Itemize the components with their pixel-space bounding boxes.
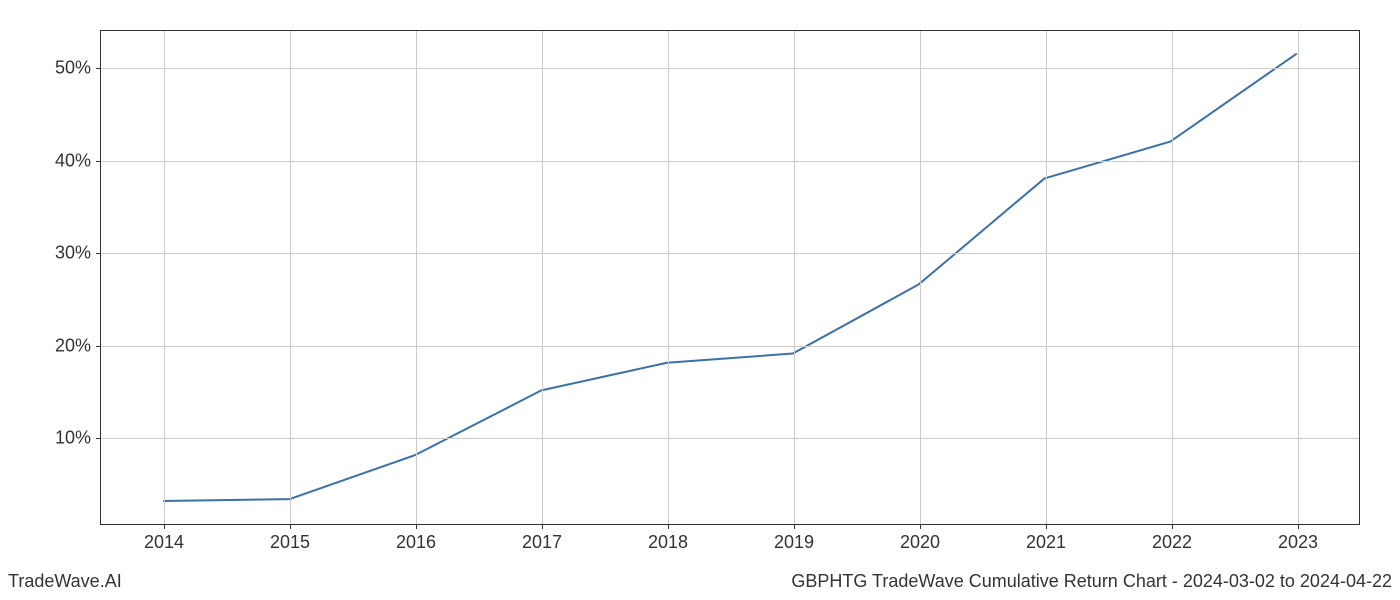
grid-line-vertical [920, 31, 921, 524]
grid-line-horizontal [101, 346, 1359, 347]
y-tick-label: 30% [55, 243, 91, 264]
footer-right-label: GBPHTG TradeWave Cumulative Return Chart… [791, 571, 1392, 592]
y-tick-mark [96, 161, 101, 162]
y-tick-label: 20% [55, 335, 91, 356]
x-tick-mark [668, 524, 669, 529]
x-tick-mark [1046, 524, 1047, 529]
x-tick-mark [164, 524, 165, 529]
grid-line-horizontal [101, 68, 1359, 69]
x-tick-mark [290, 524, 291, 529]
grid-line-vertical [1298, 31, 1299, 524]
x-tick-mark [1172, 524, 1173, 529]
x-tick-mark [416, 524, 417, 529]
grid-line-vertical [1172, 31, 1173, 524]
grid-line-vertical [416, 31, 417, 524]
x-tick-label: 2023 [1278, 532, 1318, 553]
x-tick-mark [920, 524, 921, 529]
y-tick-label: 40% [55, 150, 91, 171]
grid-line-horizontal [101, 161, 1359, 162]
x-tick-label: 2016 [396, 532, 436, 553]
grid-line-vertical [542, 31, 543, 524]
y-tick-mark [96, 68, 101, 69]
x-tick-label: 2015 [270, 532, 310, 553]
grid-line-vertical [1046, 31, 1047, 524]
y-tick-mark [96, 253, 101, 254]
x-tick-label: 2020 [900, 532, 940, 553]
y-tick-mark [96, 346, 101, 347]
footer-left-label: TradeWave.AI [8, 571, 122, 592]
x-tick-label: 2014 [144, 532, 184, 553]
grid-line-vertical [164, 31, 165, 524]
x-tick-mark [794, 524, 795, 529]
grid-line-vertical [794, 31, 795, 524]
x-tick-mark [542, 524, 543, 529]
x-tick-label: 2021 [1026, 532, 1066, 553]
x-tick-label: 2019 [774, 532, 814, 553]
grid-line-vertical [290, 31, 291, 524]
y-tick-label: 50% [55, 58, 91, 79]
y-tick-mark [96, 438, 101, 439]
grid-line-horizontal [101, 253, 1359, 254]
x-tick-mark [1298, 524, 1299, 529]
grid-line-vertical [668, 31, 669, 524]
y-tick-label: 10% [55, 428, 91, 449]
chart-plot-area: 2014201520162017201820192020202120222023… [100, 30, 1360, 525]
x-tick-label: 2017 [522, 532, 562, 553]
grid-line-horizontal [101, 438, 1359, 439]
x-tick-label: 2022 [1152, 532, 1192, 553]
x-tick-label: 2018 [648, 532, 688, 553]
